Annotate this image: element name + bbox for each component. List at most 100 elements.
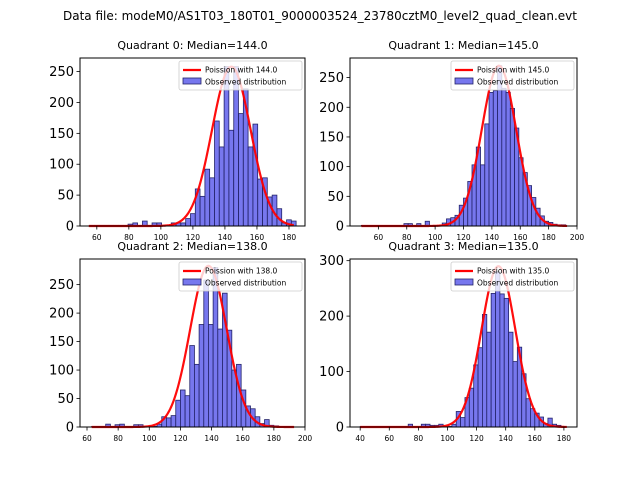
y-tick-label: 50 — [57, 189, 74, 204]
histogram-bar — [484, 123, 490, 227]
x-tick-label: 80 — [414, 434, 424, 443]
y-tick-label: 100 — [319, 160, 344, 175]
histogram-bar — [512, 361, 518, 428]
x-tick-label: 100 — [440, 434, 455, 443]
legend-box — [450, 60, 575, 91]
axes-frame — [79, 57, 306, 227]
legend-bar-swatch — [454, 278, 474, 286]
x-tick-label: 120 — [456, 233, 471, 242]
x-tick-label: 60 — [92, 233, 102, 242]
x-tick-label: 180 — [282, 233, 297, 242]
x-tick-label: 80 — [402, 233, 412, 242]
panel-title: Quadrant 0: Median=144.0 — [117, 39, 267, 52]
histogram-bar — [189, 345, 195, 428]
quadrant-2-panel: Quadrant 2: Median=138.0 0 50 100 150 200 250 6… — [49, 240, 312, 443]
legend-label: Observed distribution — [205, 279, 286, 288]
x-tick-label: 60 — [385, 434, 395, 443]
histogram-bar — [199, 195, 206, 227]
legend: Poission with 144.0 Observed distribution — [178, 60, 303, 91]
quadrant-3-panel: Quadrant 3: Median=135.0 0 100 200 300 40 60 80… — [319, 240, 578, 443]
histogram-bar — [223, 66, 230, 227]
x-tick-label: 80 — [124, 233, 134, 242]
quadrant-0-panel: Quadrant 0: Median=144.0 0 50 100 150 200 250 6… — [49, 39, 306, 242]
histogram-bar — [501, 87, 507, 227]
histogram-bar — [495, 271, 501, 428]
y-tick-label: 50 — [327, 190, 344, 205]
x-tick-label: 180 — [267, 434, 282, 443]
y-tick-label: 100 — [49, 158, 74, 173]
histogram-bar — [488, 92, 494, 227]
y-tick-label: 150 — [49, 127, 74, 142]
legend-box — [178, 60, 303, 91]
histogram-bars — [360, 65, 567, 227]
y-tick-label: 300 — [319, 254, 344, 269]
y-tick-label: 100 — [319, 365, 344, 380]
histogram-bar — [460, 417, 466, 428]
histogram-bar — [180, 389, 186, 428]
x-tick-label: 160 — [528, 434, 543, 443]
x-tick-label: 120 — [469, 434, 484, 443]
histogram-bar — [508, 331, 514, 428]
legend-bar-swatch — [454, 77, 474, 85]
legend-label: Poission with 138.0 — [205, 267, 278, 276]
x-tick-label: 200 — [298, 434, 313, 443]
y-tick-label: 150 — [49, 335, 74, 350]
y-tick-label: 200 — [319, 101, 344, 116]
histogram-bar — [505, 92, 511, 227]
histogram-bar — [228, 129, 235, 227]
histogram-bar — [184, 395, 191, 428]
histogram-bar — [212, 267, 219, 428]
figure-suptitle: Data file: modeM0/AS1T03_180T01_90000035… — [63, 9, 577, 23]
x-tick-label: 80 — [113, 434, 123, 443]
legend-label: Poission with 135.0 — [477, 267, 550, 276]
y-tick-label: 0 — [66, 421, 74, 436]
axes-frame — [349, 258, 578, 428]
histogram-bar — [257, 178, 263, 227]
histogram-bar — [198, 324, 205, 428]
legend: Poission with 145.0 Observed distribution — [450, 60, 575, 91]
histogram-bar — [203, 279, 209, 428]
quadrant-1-panel: Quadrant 1: Median=145.0 0 50 100 150 200 250 6… — [319, 39, 584, 242]
x-tick-label: 140 — [204, 434, 219, 443]
histogram-bar — [492, 90, 498, 227]
y-tick-label: 200 — [49, 307, 74, 322]
x-tick-label: 180 — [557, 434, 572, 443]
panel-title: Quadrant 3: Median=135.0 — [388, 240, 538, 253]
x-tick-label: 160 — [513, 233, 528, 242]
legend: Poission with 138.0 Observed distribution — [178, 261, 303, 292]
x-tick-label: 100 — [142, 434, 157, 443]
y-tick-label: 250 — [49, 65, 74, 80]
x-tick-label: 180 — [541, 233, 556, 242]
legend-bar-swatch — [182, 278, 202, 286]
histogram-bars — [359, 271, 566, 428]
x-tick-label: 160 — [250, 233, 265, 242]
y-tick-label: 50 — [57, 392, 74, 407]
histogram-bar — [194, 363, 200, 428]
histogram-bar — [247, 146, 254, 227]
y-tick-label: 0 — [336, 421, 344, 436]
legend: Poission with 135.0 Observed distribution — [450, 261, 575, 292]
histogram-bar — [218, 146, 225, 227]
histogram-bar — [490, 292, 496, 428]
histogram-bar — [509, 108, 515, 227]
panel-title: Quadrant 1: Median=145.0 — [388, 39, 538, 52]
x-tick-label: 200 — [570, 233, 585, 242]
histogram-bar — [525, 398, 531, 428]
x-tick-label: 60 — [374, 233, 384, 242]
histogram-bar — [209, 177, 215, 227]
x-tick-label: 120 — [173, 434, 188, 443]
legend-label: Poission with 145.0 — [477, 66, 550, 75]
x-tick-label: 140 — [499, 434, 514, 443]
legend-label: Poission with 144.0 — [205, 66, 278, 75]
x-tick-label: 140 — [218, 233, 233, 242]
x-tick-label: 40 — [355, 434, 365, 443]
histogram-bar — [185, 218, 191, 227]
histogram-bar — [486, 331, 492, 428]
histogram-bar — [175, 399, 181, 428]
axes-frame — [79, 258, 306, 428]
histogram-bar — [208, 324, 214, 428]
histogram-bar — [499, 293, 505, 428]
y-tick-label: 250 — [49, 278, 74, 293]
histogram-bar — [503, 297, 510, 428]
